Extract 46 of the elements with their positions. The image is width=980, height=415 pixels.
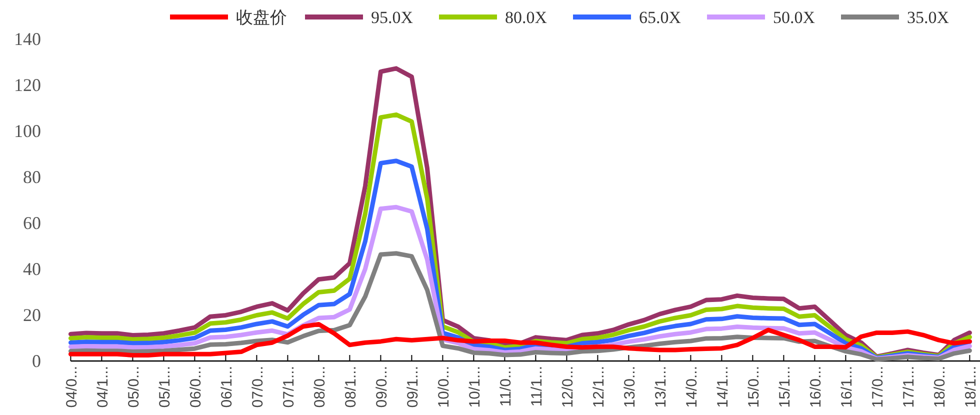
x-tick-label: 17/0... — [870, 366, 887, 408]
x-tick-label: 11/0... — [498, 366, 515, 407]
x-tick-label: 07/0... — [250, 366, 267, 408]
x-tick-label: 05/0... — [126, 366, 143, 408]
x-tick-label: 13/0... — [622, 366, 639, 408]
x-tick-label: 09/1... — [404, 366, 422, 408]
x-tick-label: 10/1... — [466, 366, 484, 408]
y-tick-label: 60 — [23, 213, 41, 233]
y-tick-label: 20 — [23, 305, 41, 325]
x-tick-label: 17/1... — [900, 366, 918, 408]
x-tick-label: 18/0... — [932, 366, 949, 408]
x-tick-label: 16/0... — [808, 366, 825, 408]
legend-label: 65.0X — [639, 8, 682, 27]
x-tick-label: 12/1... — [590, 366, 608, 408]
y-tick-label: 100 — [14, 121, 41, 141]
x-tick-label: 07/1... — [280, 366, 298, 408]
x-tick-label: 13/1... — [652, 366, 670, 408]
x-tick-label: 16/1... — [838, 366, 856, 408]
x-tick-label: 06/1... — [218, 366, 236, 408]
x-tick-label: 04/0... — [64, 366, 81, 408]
y-tick-label: 80 — [23, 167, 41, 187]
x-tick-label: 14/0... — [684, 366, 701, 408]
x-tick-label: 08/1... — [342, 366, 360, 408]
y-tick-label: 40 — [23, 259, 41, 279]
legend-label: 35.0X — [907, 8, 950, 27]
x-tick-label: 06/0... — [188, 366, 205, 408]
x-tick-label: 08/0... — [312, 366, 329, 408]
line-series — [68, 251, 972, 362]
x-tick-label: 11/1... — [528, 366, 546, 407]
line-series — [68, 322, 972, 358]
x-tick-label: 09/0... — [374, 366, 391, 408]
x-tick-label: 10/0... — [436, 366, 453, 408]
y-tick-label: 0 — [32, 351, 41, 371]
legend-label: 50.0X — [773, 8, 816, 27]
x-tick-label: 12/0... — [560, 366, 577, 408]
x-tick-label: 15/1... — [776, 366, 794, 408]
legend-label: 80.0X — [505, 8, 548, 27]
x-tick-label: 05/1... — [156, 366, 174, 408]
x-tick-label: 15/0... — [746, 366, 763, 408]
y-tick-label: 120 — [14, 75, 41, 95]
x-tick-label: 14/1... — [714, 366, 732, 408]
y-tick-label: 140 — [14, 29, 41, 49]
x-tick-label: 18/1... — [962, 366, 980, 408]
legend-label: 95.0X — [371, 8, 414, 27]
legend-label: 收盘价 — [236, 8, 287, 27]
x-tick-label: 04/1... — [94, 366, 112, 408]
